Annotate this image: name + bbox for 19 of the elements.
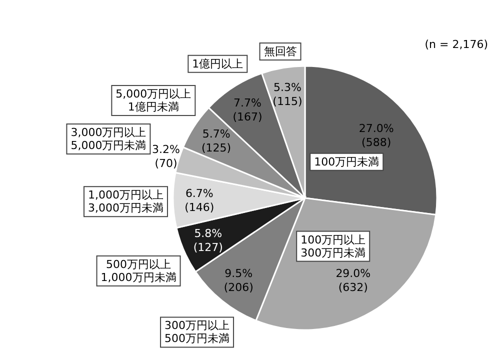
data-label: 5.7% (125) xyxy=(202,128,232,155)
slice-label: 1,000万円以上 3,000万円未満 xyxy=(88,188,164,215)
data-label: 29.0% (632) xyxy=(336,266,371,294)
text: (n = 2,176) xyxy=(424,38,488,51)
slice-label: 300万円以上 500万円未満 xyxy=(164,319,230,346)
slice-label: 1億円以上 xyxy=(192,57,244,70)
slice-label: 5,000万円以上 1億円未満 xyxy=(116,88,192,114)
slice-label: 100万円未満 xyxy=(314,155,380,168)
data-label: 5.8% (127) xyxy=(193,227,223,254)
data-label: 9.5% (206) xyxy=(224,267,254,294)
slice-label: 500万円以上 1,000万円未満 xyxy=(100,258,176,284)
data-label: 3.2% (70) xyxy=(152,142,180,170)
data-label: 5.3% (115) xyxy=(272,80,302,108)
slice-label: 100万円以上 300万円未満 xyxy=(300,233,366,260)
slice-label: 無回答 xyxy=(264,45,297,58)
data-label: 6.7% (146) xyxy=(184,186,214,214)
slice-label: 3,000万円以上 5,000万円未満 xyxy=(70,126,146,152)
data-label: 27.0% (588) xyxy=(358,122,394,150)
data-label: 7.7% (167) xyxy=(232,96,262,124)
